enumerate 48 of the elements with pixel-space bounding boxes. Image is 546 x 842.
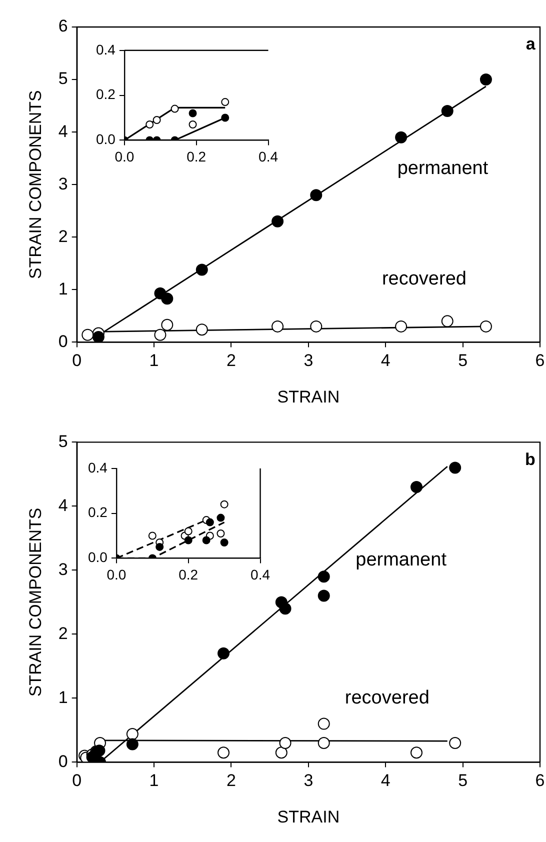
y-tick-label: 0.4 xyxy=(88,459,108,476)
y-axis-title: STRAIN COMPONENTS xyxy=(26,90,45,280)
y-tick-label: 0.0 xyxy=(88,549,108,566)
x-tick-label: 0 xyxy=(72,351,82,370)
x-tick-label: 0.2 xyxy=(178,566,198,582)
y-tick-label: 1 xyxy=(58,279,68,298)
annotation: a xyxy=(526,34,536,54)
x-axis-title: STRAIN xyxy=(277,387,340,406)
y-tick-label: 4 xyxy=(58,496,68,515)
x-tick-label: 0 xyxy=(72,771,82,790)
x-tick-label: 4 xyxy=(380,351,390,370)
y-tick-label: 5 xyxy=(58,432,68,451)
y-tick-label: 0.4 xyxy=(96,41,116,58)
annotation: permanent xyxy=(356,550,448,571)
x-axis-title: STRAIN xyxy=(277,807,340,826)
annotation: b xyxy=(524,450,536,469)
x-tick-label: 2 xyxy=(226,771,236,790)
x-tick-label: 2 xyxy=(226,351,236,370)
y-tick-label: 5 xyxy=(58,69,68,88)
x-tick-label: 0.0 xyxy=(106,566,126,582)
x-tick-label: 0.4 xyxy=(258,148,278,164)
annotation: recovered xyxy=(382,268,466,290)
annotation: recovered xyxy=(344,687,430,708)
x-tick-label: 4 xyxy=(380,771,390,790)
y-tick-label: 0.0 xyxy=(96,131,116,148)
x-tick-label: 3 xyxy=(304,351,314,370)
x-tick-label: 5 xyxy=(458,771,468,790)
annotation: permanent xyxy=(397,158,489,180)
x-tick-label: 1 xyxy=(149,771,159,790)
x-tick-label: 0.0 xyxy=(114,148,134,164)
x-tick-label: 6 xyxy=(535,771,545,790)
x-tick-label: 0.2 xyxy=(186,148,206,164)
y-tick-label: 6 xyxy=(58,16,68,36)
x-tick-label: 5 xyxy=(458,351,468,370)
y-tick-label: 3 xyxy=(58,174,68,194)
y-tick-label: 2 xyxy=(58,226,68,246)
y-tick-label: 0.2 xyxy=(96,86,116,102)
y-tick-label: 0.2 xyxy=(88,504,108,520)
y-tick-label: 4 xyxy=(58,122,68,141)
x-tick-label: 3 xyxy=(304,771,314,790)
x-tick-label: 1 xyxy=(149,351,159,370)
x-tick-label: 0.4 xyxy=(250,566,270,582)
y-tick-label: 2 xyxy=(58,624,68,643)
y-tick-label: 0 xyxy=(58,332,68,351)
y-tick-label: 1 xyxy=(58,688,68,707)
y-tick-label: 0 xyxy=(58,752,68,771)
y-axis-title: STRAIN COMPONENTS xyxy=(26,508,45,697)
x-tick-label: 6 xyxy=(535,351,545,370)
